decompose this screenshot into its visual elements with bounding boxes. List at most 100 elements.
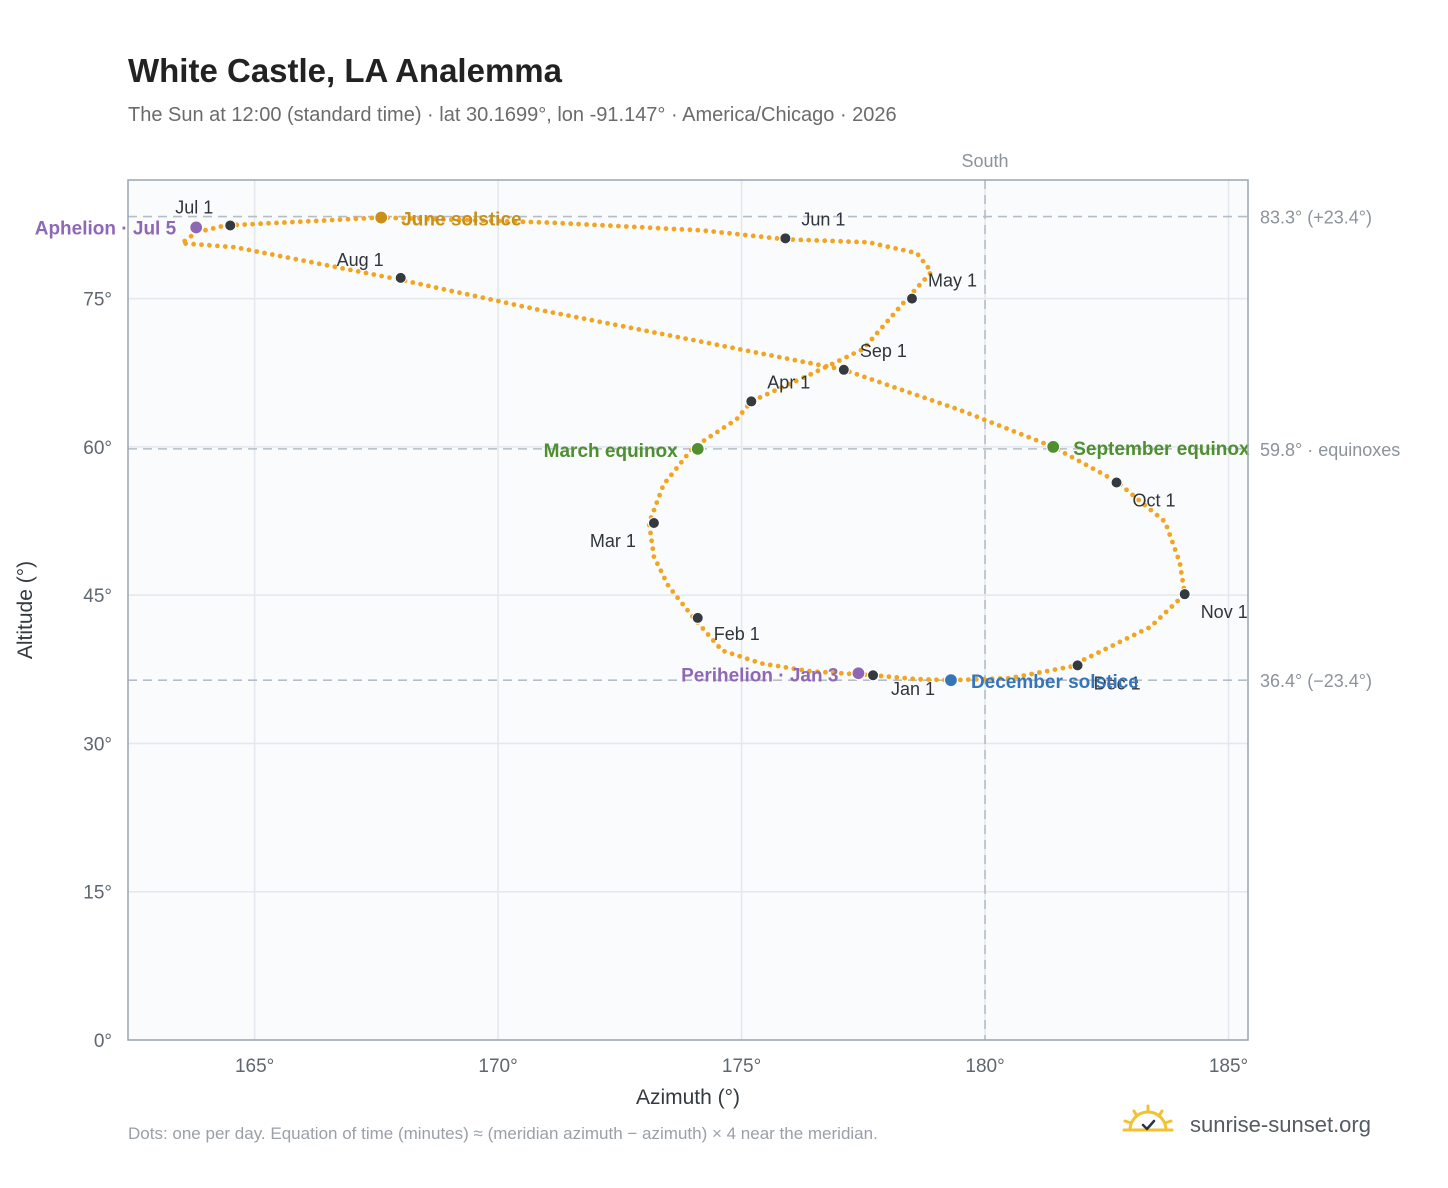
daily-sun-dot xyxy=(907,390,912,395)
daily-sun-dot xyxy=(822,238,828,244)
daily-sun-dot xyxy=(457,290,462,296)
daily-sun-dot xyxy=(899,387,905,393)
daily-sun-dot xyxy=(534,307,540,312)
daily-sun-dot xyxy=(854,371,860,377)
daily-sun-dot xyxy=(890,312,896,318)
x-tick-label: 175° xyxy=(722,1056,761,1077)
brand-link[interactable]: sunrise-sunset.org xyxy=(1120,1104,1390,1144)
daily-sun-dot xyxy=(353,216,359,222)
daily-sun-dot xyxy=(691,337,696,343)
daily-sun-dot xyxy=(496,218,502,224)
daily-sun-dot xyxy=(269,252,275,257)
daily-sun-dot xyxy=(900,247,906,253)
daily-sun-dot xyxy=(504,218,510,224)
daily-sun-dot xyxy=(1136,497,1142,503)
event-marker xyxy=(851,666,866,681)
daily-sun-dot xyxy=(262,250,267,256)
month-marker-label: Dec 1 xyxy=(1094,673,1141,693)
daily-sun-dot xyxy=(678,459,684,465)
daily-sun-dot xyxy=(218,224,224,229)
daily-sun-dot xyxy=(503,300,509,306)
daily-sun-dot xyxy=(737,653,743,659)
daily-sun-dot xyxy=(1124,487,1129,493)
daily-sun-dot xyxy=(779,385,785,390)
daily-sun-dot xyxy=(337,217,343,223)
daily-sun-dot xyxy=(658,568,664,574)
event-marker xyxy=(943,673,959,688)
daily-sun-dot xyxy=(512,219,518,225)
event-label: June solstice xyxy=(401,210,521,231)
daily-sun-dot xyxy=(670,589,676,594)
daily-sun-dot xyxy=(662,575,667,581)
daily-sun-dot xyxy=(742,232,748,238)
daily-sun-dot xyxy=(671,226,677,232)
daily-sun-dot xyxy=(636,327,642,332)
month-marker xyxy=(1178,588,1191,601)
daily-sun-dot xyxy=(369,215,375,221)
daily-sun-dot xyxy=(1167,532,1173,537)
daily-sun-dot xyxy=(864,342,870,348)
daily-sun-dot xyxy=(321,218,327,223)
daily-sun-dot xyxy=(790,237,796,243)
daily-sun-dot xyxy=(242,222,248,227)
daily-sun-dot xyxy=(877,242,883,248)
daily-sun-dot xyxy=(301,258,306,264)
daily-sun-dot xyxy=(838,238,843,244)
daily-sun-dot xyxy=(573,314,579,320)
daily-sun-dot xyxy=(648,530,653,536)
daily-sun-dot xyxy=(885,318,891,324)
daily-sun-dot xyxy=(675,334,681,340)
footnote: Dots: one per day. Equation of time (min… xyxy=(128,1124,878,1143)
daily-sun-dot xyxy=(837,358,842,363)
daily-sun-dot xyxy=(1090,466,1096,471)
month-marker xyxy=(779,232,792,245)
y-tick-label: 15° xyxy=(83,883,112,904)
daily-sun-dot xyxy=(1175,598,1180,604)
month-marker xyxy=(224,219,237,232)
daily-sun-dot xyxy=(1117,639,1123,645)
chart-subtitle: The Sun at 12:00 (standard time) · lat 3… xyxy=(128,104,897,126)
daily-sun-dot xyxy=(441,217,446,222)
daily-sun-dot xyxy=(775,663,781,669)
daily-sun-dot xyxy=(560,220,566,226)
daily-sun-dot xyxy=(1169,604,1175,609)
daily-sun-dot xyxy=(1175,554,1181,560)
daily-sun-dot xyxy=(806,237,812,243)
daily-sun-dot xyxy=(464,291,470,297)
daily-sun-dot xyxy=(316,261,322,267)
daily-sun-dot xyxy=(996,423,1002,428)
daily-sun-dot xyxy=(750,233,756,239)
daily-sun-dot xyxy=(885,244,891,250)
daily-sun-dot xyxy=(449,217,454,223)
daily-sun-dot xyxy=(1060,665,1066,671)
daily-sun-dot xyxy=(716,644,721,649)
daily-sun-dot xyxy=(536,219,542,225)
daily-sun-dot xyxy=(937,400,942,406)
daily-sun-dot xyxy=(340,266,345,271)
daily-sun-dot xyxy=(965,677,971,682)
event-label: Aphelion · Jul 5 xyxy=(35,218,177,239)
month-marker-label: Sep 1 xyxy=(860,341,907,361)
daily-sun-dot xyxy=(433,285,439,290)
daily-sun-dot xyxy=(647,225,653,231)
daily-sun-dot xyxy=(914,392,920,398)
daily-sun-dot xyxy=(973,676,979,682)
daily-sun-dot xyxy=(274,220,279,226)
daily-sun-dot xyxy=(902,675,908,681)
daily-sun-dot xyxy=(911,288,917,294)
chart-title: White Castle, LA Analemma xyxy=(128,52,562,89)
axis-ticks: 165° 170° 175° 180° 185° 0° 15° 30° 45° 60° 75° xyxy=(83,290,1248,1077)
daily-sun-dot xyxy=(910,676,916,682)
daily-sun-dot xyxy=(753,350,759,355)
reference-line-label: 36.4° (−23.4°) xyxy=(1260,671,1372,691)
daily-sun-dot xyxy=(1172,547,1178,552)
sun-logo-icon xyxy=(1122,1104,1174,1132)
daily-sun-dot xyxy=(687,227,693,233)
daily-sun-dot xyxy=(934,677,939,683)
daily-sun-dot xyxy=(862,374,867,380)
daily-sun-dot xyxy=(1005,675,1011,681)
daily-sun-dot xyxy=(675,595,680,601)
daily-sun-dot xyxy=(877,379,882,385)
daily-sun-dot xyxy=(683,453,689,459)
